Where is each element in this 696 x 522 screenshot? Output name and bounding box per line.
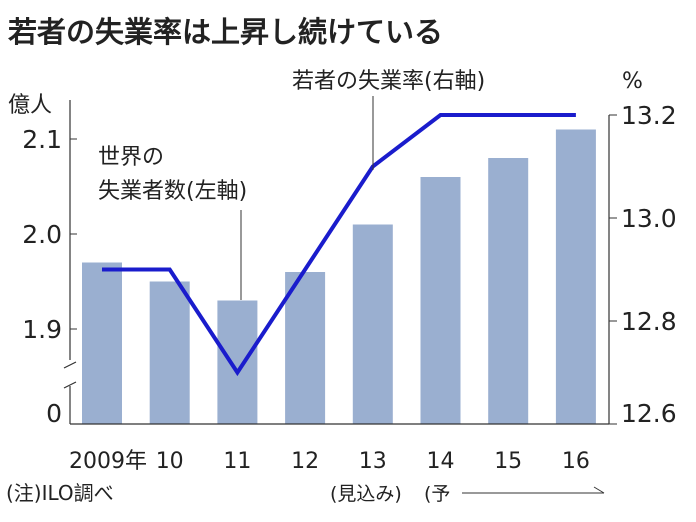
bar-13 [352,224,393,424]
bar-15 [488,158,529,424]
bar-16 [555,129,596,424]
bar-12 [285,272,326,424]
x-tick-label: 10 [156,449,184,474]
left-tick-label: 2.0 [22,220,62,249]
left-tick-label: 1.9 [22,315,62,344]
right-axis-unit: % [622,69,643,94]
x-tick-label: 13 [359,449,387,474]
estimate-label: (見込み) [330,483,402,505]
left-tick-label: 2.1 [22,125,62,154]
chart-title: 若者の失業率は上昇し続けている [8,15,443,49]
line-label: 若者の失業率(右軸) [292,69,485,94]
note: (注)ILO調べ [6,481,114,505]
forecast-label: (予 [424,483,450,505]
right-tick-label: 12.6 [621,399,677,428]
axis-break-mark [63,361,77,369]
axis-break-mark [63,381,77,389]
bar-10 [149,281,190,424]
x-tick-label: 14 [427,449,455,474]
bar-label-1: 世界の [98,145,164,170]
right-tick-label: 13.0 [621,204,677,233]
x-tick-label: 16 [562,449,590,474]
right-tick-label: 13.2 [621,101,677,130]
bar-2009年 [82,262,122,424]
bar-label-2: 失業者数(左軸) [98,179,247,204]
x-tick-label: 15 [494,449,522,474]
x-tick-label: 11 [223,449,251,474]
youth-unemployment-line [102,113,576,377]
x-tick-label: 2009年 [69,449,147,474]
bar-14 [420,177,461,424]
x-tick-label: 12 [291,449,319,474]
right-tick-label: 12.8 [621,307,677,336]
forecast-arrow-head [593,486,605,494]
left-axis-unit: 億人 [8,93,52,118]
bar-11 [217,300,258,424]
left-tick-label: 0 [46,399,62,428]
